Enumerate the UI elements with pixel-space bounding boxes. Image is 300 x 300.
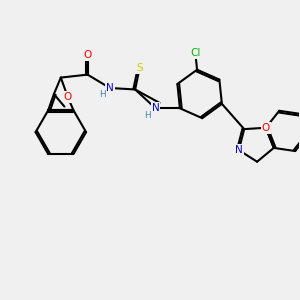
Text: H: H — [99, 90, 106, 99]
Text: N: N — [235, 145, 243, 155]
Text: Cl: Cl — [190, 48, 201, 59]
Text: N: N — [106, 83, 114, 93]
Text: O: O — [262, 123, 270, 133]
Text: O: O — [83, 50, 92, 60]
Text: N: N — [152, 103, 159, 113]
Text: H: H — [144, 111, 151, 120]
Text: S: S — [136, 63, 143, 73]
Text: O: O — [64, 92, 72, 102]
